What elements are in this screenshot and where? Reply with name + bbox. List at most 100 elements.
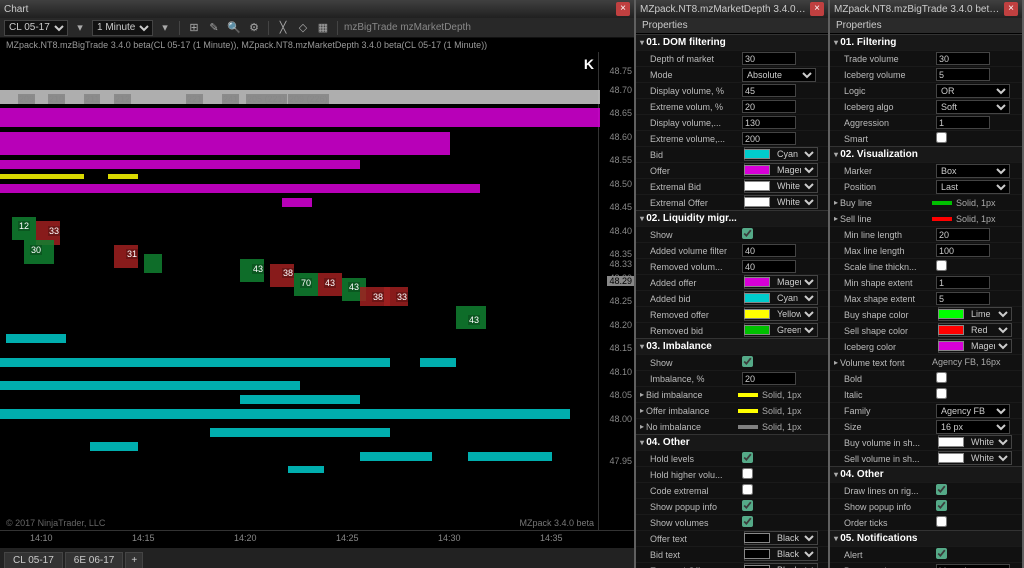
copyright-label: © 2017 NinjaTrader, LLC	[6, 518, 105, 528]
property-group-header[interactable]: 05. Notifications	[830, 530, 1022, 546]
property-checkbox[interactable]	[936, 484, 947, 495]
y-axis[interactable]: 48.7548.7048.6548.6048.5548.5048.4548.40…	[598, 52, 634, 530]
pencil-icon[interactable]: ✎	[206, 20, 222, 36]
property-input[interactable]	[936, 244, 990, 257]
line-style-value[interactable]: Solid, 1px	[932, 198, 996, 208]
property-row: Added bidCyan	[636, 290, 828, 306]
property-checkbox[interactable]	[936, 132, 947, 143]
property-input[interactable]	[742, 372, 796, 385]
chart-value-label: 33	[396, 292, 408, 302]
property-checkbox[interactable]	[742, 516, 753, 527]
properties-body[interactable]: 01. FilteringTrade volumeIceberg volumeL…	[830, 34, 1022, 568]
close-icon[interactable]: ×	[810, 2, 824, 16]
property-input[interactable]	[936, 228, 990, 241]
property-row: Buy lineSolid, 1px	[830, 194, 1022, 210]
property-select[interactable]: Last	[936, 180, 1010, 194]
property-select[interactable]: 16 px	[936, 420, 1010, 434]
close-icon[interactable]: ×	[1004, 2, 1018, 16]
y-tick-label: 48.10	[609, 367, 632, 377]
property-checkbox[interactable]	[936, 372, 947, 383]
dropdown-icon[interactable]: ▾	[72, 20, 88, 36]
properties-body[interactable]: 01. DOM filteringDepth of marketModeAbso…	[636, 34, 828, 568]
timeframe-select[interactable]: 1 Minute	[92, 20, 153, 36]
line-style-value[interactable]: Solid, 1px	[738, 390, 802, 400]
property-checkbox[interactable]	[936, 388, 947, 399]
property-row: Extremal BidWhite	[636, 178, 828, 194]
property-checkbox[interactable]	[742, 356, 753, 367]
property-input[interactable]	[936, 276, 990, 289]
line-style-value[interactable]: Solid, 1px	[932, 214, 996, 224]
property-input[interactable]	[936, 564, 1010, 568]
property-group-header[interactable]: 04. Other	[830, 466, 1022, 482]
tool-icon[interactable]: ◇	[295, 20, 311, 36]
property-select[interactable]: Absolute	[742, 68, 816, 82]
property-row: Bold	[830, 370, 1022, 386]
property-label: Extremal Offer	[650, 198, 742, 208]
panel-title: MZpack.NT8.mzBigTrade 3.4.0 beta(CL 05	[834, 4, 1002, 15]
chart-bar	[360, 452, 432, 461]
property-checkbox[interactable]	[936, 260, 947, 271]
color-swatch	[744, 533, 770, 543]
property-checkbox[interactable]	[742, 484, 753, 495]
property-checkbox[interactable]	[742, 452, 753, 463]
property-group-header[interactable]: 01. Filtering	[830, 34, 1022, 50]
property-input[interactable]	[936, 116, 990, 129]
panel-title: MZpack.NT8.mzMarketDepth 3.4.0 beta(C	[640, 4, 808, 15]
line-style-value[interactable]: Solid, 1px	[738, 406, 802, 416]
chart-tab[interactable]: 6E 06-17	[65, 552, 124, 568]
property-input[interactable]	[742, 244, 796, 257]
instrument-select[interactable]: CL 05-17	[4, 20, 68, 36]
property-group-header[interactable]: 02. Liquidity migr...	[636, 210, 828, 226]
dropdown-icon[interactable]: ▾	[157, 20, 173, 36]
property-label: Removed offer	[650, 310, 742, 320]
property-label: Show popup info	[844, 502, 936, 512]
property-checkbox[interactable]	[742, 228, 753, 239]
zoom-icon[interactable]: 🔍	[226, 20, 242, 36]
property-row: Min line length	[830, 226, 1022, 242]
crosshair-icon[interactable]: ╳	[275, 20, 291, 36]
property-select[interactable]: Soft	[936, 100, 1010, 114]
property-checkbox[interactable]	[742, 468, 753, 479]
chart-area[interactable]: K 48.7548.7048.6548.6048.5548.5048.4548.…	[0, 52, 634, 530]
line-style-value[interactable]: Solid, 1px	[738, 422, 802, 432]
property-input[interactable]	[742, 52, 796, 65]
tool-icon[interactable]: ▦	[315, 20, 331, 36]
property-select[interactable]: Agency FB	[936, 404, 1010, 418]
property-group-header[interactable]: 04. Other	[636, 434, 828, 450]
property-input[interactable]	[742, 84, 796, 97]
property-row: Buy shape colorLime	[830, 306, 1022, 322]
property-input[interactable]	[936, 52, 990, 65]
property-label: Family	[844, 406, 936, 416]
property-group-header[interactable]: 01. DOM filtering	[636, 34, 828, 50]
property-input[interactable]	[742, 100, 796, 113]
property-input[interactable]	[742, 116, 796, 129]
chart-tab[interactable]: CL 05-17	[4, 552, 63, 568]
property-input[interactable]	[742, 260, 796, 273]
x-axis[interactable]: 14:1014:1514:2014:2514:3014:35	[0, 530, 634, 548]
property-row: Draw lines on rig...	[830, 482, 1022, 498]
property-checkbox[interactable]	[742, 500, 753, 511]
property-checkbox[interactable]	[936, 516, 947, 527]
property-input[interactable]	[936, 292, 990, 305]
settings-icon[interactable]: ⚙	[246, 20, 262, 36]
property-select[interactable]: Box	[936, 164, 1010, 178]
x-tick-label: 14:30	[438, 533, 461, 543]
chart-value-label: 43	[324, 278, 336, 288]
property-select[interactable]: OR	[936, 84, 1010, 98]
property-input[interactable]	[936, 68, 990, 81]
y-tick-label: 48.60	[609, 132, 632, 142]
chart-value-label: 210	[48, 94, 65, 104]
property-checkbox[interactable]	[936, 548, 947, 559]
chart-tool-icon[interactable]: ⊞	[186, 20, 202, 36]
property-row: Imbalance, %	[636, 370, 828, 386]
color-swatch	[744, 293, 770, 303]
chart-value-label: 70	[300, 278, 312, 288]
add-tab-button[interactable]: +	[125, 552, 143, 568]
property-group-header[interactable]: 03. Imbalance	[636, 338, 828, 354]
property-row: Extremal Offer textBlack	[636, 562, 828, 568]
property-input[interactable]	[742, 132, 796, 145]
x-tick-label: 14:10	[30, 533, 53, 543]
close-icon[interactable]: ×	[616, 2, 630, 16]
property-checkbox[interactable]	[936, 500, 947, 511]
property-group-header[interactable]: 02. Visualization	[830, 146, 1022, 162]
